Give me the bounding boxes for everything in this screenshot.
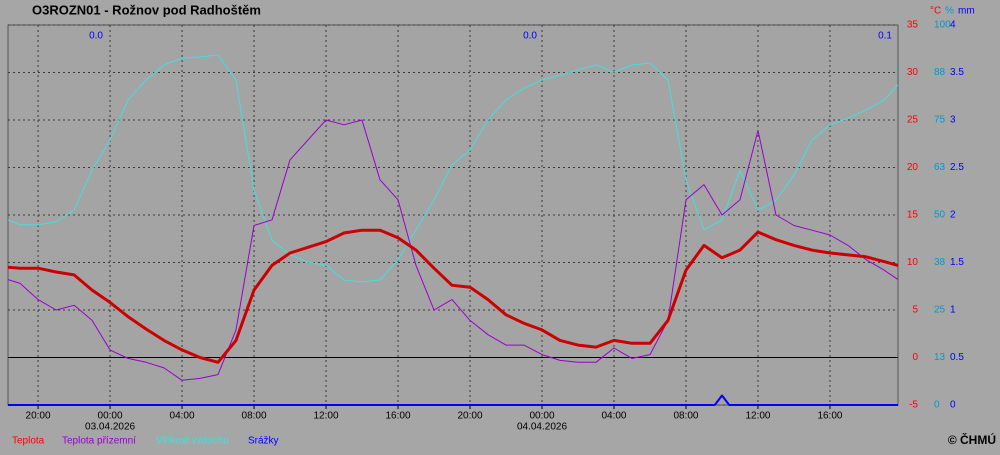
y-tick-label: 30 [907, 67, 919, 78]
y3-tick-label: 0 [950, 400, 956, 411]
y3-tick-label: 1 [950, 305, 956, 316]
x-tick-label: 00:00 [529, 411, 554, 422]
y2-tick-label: 0 [934, 400, 940, 411]
x-tick-label: 12:00 [745, 411, 770, 422]
x-tick-label: 04:00 [170, 411, 195, 422]
y2-tick-label: 13 [934, 352, 946, 363]
x-tick-label: 08:00 [673, 411, 698, 422]
legend-label: Srážky [248, 436, 279, 447]
chart-title: O3ROZN01 - Rožnov pod Radhoštěm [32, 2, 261, 17]
y2-tick-label: 63 [934, 162, 946, 173]
series-line [7, 119, 899, 381]
x-tick-label: 20:00 [26, 411, 51, 422]
y3-tick-label: 3.5 [950, 67, 964, 78]
y-tick-label: 35 [907, 20, 919, 31]
y3-unit: mm [958, 6, 975, 17]
y-tick-label: 15 [907, 210, 919, 221]
y2-tick-label: 88 [934, 67, 946, 78]
precip-total: 0.0 [89, 31, 103, 42]
y2-unit: % [945, 6, 954, 17]
copyright: © ČHMÚ [948, 432, 996, 447]
x-tick-label: 20:00 [457, 411, 482, 422]
series-line [7, 228, 899, 364]
y3-tick-label: 0.5 [950, 352, 964, 363]
y2-tick-label: 100 [934, 20, 951, 31]
date-label: 04.04.2026 [517, 422, 567, 433]
x-tick-label: 00:00 [98, 411, 123, 422]
y3-tick-label: 3 [950, 115, 956, 126]
date-label: 03.04.2026 [85, 422, 135, 433]
y-tick-label: 5 [912, 305, 918, 316]
x-tick-label: 16:00 [817, 411, 842, 422]
legend-label: Teplota přízemní [62, 436, 136, 447]
y2-tick-label: 50 [934, 210, 946, 221]
y3-tick-label: 2.5 [950, 162, 964, 173]
y-tick-label: 25 [907, 115, 919, 126]
y3-tick-label: 4 [950, 20, 956, 31]
series-line [7, 54, 899, 283]
series-line [8, 394, 898, 406]
y2-tick-label: 25 [934, 305, 946, 316]
x-tick-label: 16:00 [386, 411, 411, 422]
legend-label: Vlhkost vzduchu [156, 436, 229, 447]
y-tick-label: 20 [907, 162, 919, 173]
y2-tick-label: 75 [934, 115, 946, 126]
x-tick-label: 04:00 [601, 411, 626, 422]
legend-label: Teplota [12, 436, 45, 447]
y3-tick-label: 2 [950, 210, 956, 221]
x-tick-label: 08:00 [242, 411, 267, 422]
precip-total: 0.0 [523, 31, 537, 42]
y-tick-label: 0 [912, 352, 918, 363]
x-tick-label: 12:00 [314, 411, 339, 422]
y3-tick-label: 1.5 [950, 257, 964, 268]
y2-tick-label: 38 [934, 257, 946, 268]
precip-total: 0.1 [878, 31, 892, 42]
y-tick-label: 10 [907, 257, 919, 268]
y-tick-label: -5 [909, 400, 918, 411]
y-unit: °C [930, 6, 941, 17]
